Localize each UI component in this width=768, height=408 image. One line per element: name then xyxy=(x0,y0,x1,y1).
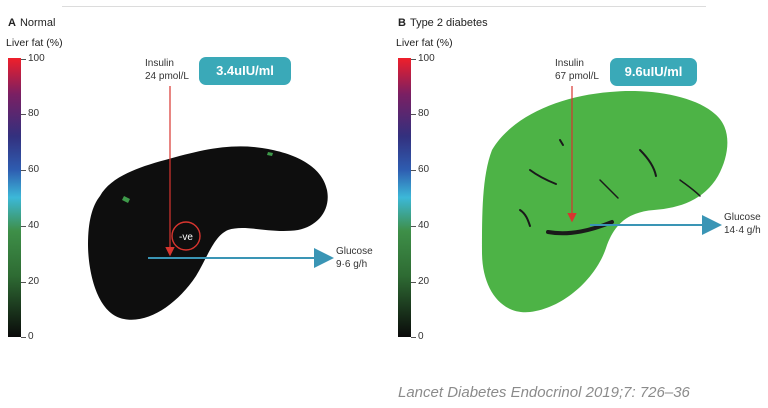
panel-a-ylabel: Liver fat (%) xyxy=(6,37,63,49)
panel-b-tick-label: 0 xyxy=(418,331,424,342)
panel-b-insulin-value: 67 pmol/L xyxy=(555,71,599,82)
panel-a-insulin-label: Insulin xyxy=(145,58,174,69)
panel-b-glucose-value: 14·4 g/h xyxy=(724,225,761,236)
panel-b-tickmark xyxy=(411,226,416,227)
panel-a-heading: A Normal xyxy=(8,17,55,29)
panel-a-letter: A xyxy=(8,17,16,29)
panel-b-liver xyxy=(482,90,728,313)
panel-b-colorbar xyxy=(398,58,411,337)
panel-b-tickmark xyxy=(411,337,416,338)
panel-a-insulin-value: 24 pmol/L xyxy=(145,71,189,82)
panel-b-ylabel: Liver fat (%) xyxy=(396,37,453,49)
panel-b-tickmark xyxy=(411,170,416,171)
panel-a-glucose-value: 9·6 g/h xyxy=(336,259,368,270)
panel-b-letter: B xyxy=(398,17,406,29)
panel-b-tick-label: 60 xyxy=(418,164,430,175)
panel-b-heading: B Type 2 diabetes xyxy=(398,17,488,29)
panel-b-tick-label: 80 xyxy=(418,108,430,119)
panel-a-tickmark xyxy=(21,170,26,171)
panel-a-tick-label: 100 xyxy=(28,53,45,64)
panel-a-tickmark xyxy=(21,282,26,283)
panel-b-tickmark xyxy=(411,282,416,283)
panel-a-liver-speck xyxy=(122,196,130,203)
panel-a-tick-label: 80 xyxy=(28,108,40,119)
panel-b-insulin-label: Insulin xyxy=(555,58,584,69)
panel-a-colorbar xyxy=(8,58,21,337)
panel-a-inhibition-circle xyxy=(171,221,201,251)
top-divider xyxy=(62,6,706,7)
panel-a-tick-label: 40 xyxy=(28,220,40,231)
panel-a-tickmark xyxy=(21,226,26,227)
panel-b-tick-label: 100 xyxy=(418,53,435,64)
panel-b-glucose-label: Glucose xyxy=(724,212,761,223)
panel-b-title: Type 2 diabetes xyxy=(409,17,488,29)
panel-a-tickmark xyxy=(21,59,26,60)
panel-b-insulin-bubble: 9.6uIU/ml xyxy=(610,58,697,86)
citation: Lancet Diabetes Endocrinol 2019;7: 726–3… xyxy=(398,384,690,401)
panel-a-liver xyxy=(88,146,328,320)
panel-a-tickmark xyxy=(21,337,26,338)
panel-a-tick-label: 0 xyxy=(28,331,34,342)
panel-b-tick-label: 40 xyxy=(418,220,430,231)
panel-a-insulin-bubble: 3.4uIU/ml xyxy=(199,57,291,85)
panel-a-liver-speck xyxy=(267,152,273,156)
panel-a-inhibition-label: -ve xyxy=(179,232,193,243)
panel-b-tick-label: 20 xyxy=(418,276,430,287)
panel-b-tickmark xyxy=(411,59,416,60)
panel-a-glucose-label: Glucose xyxy=(336,246,373,257)
panel-a-tickmark xyxy=(21,114,26,115)
panel-b-tickmark xyxy=(411,114,416,115)
panel-a-tick-label: 60 xyxy=(28,164,40,175)
panel-a-tick-label: 20 xyxy=(28,276,40,287)
panel-a-title: Normal xyxy=(19,17,56,29)
